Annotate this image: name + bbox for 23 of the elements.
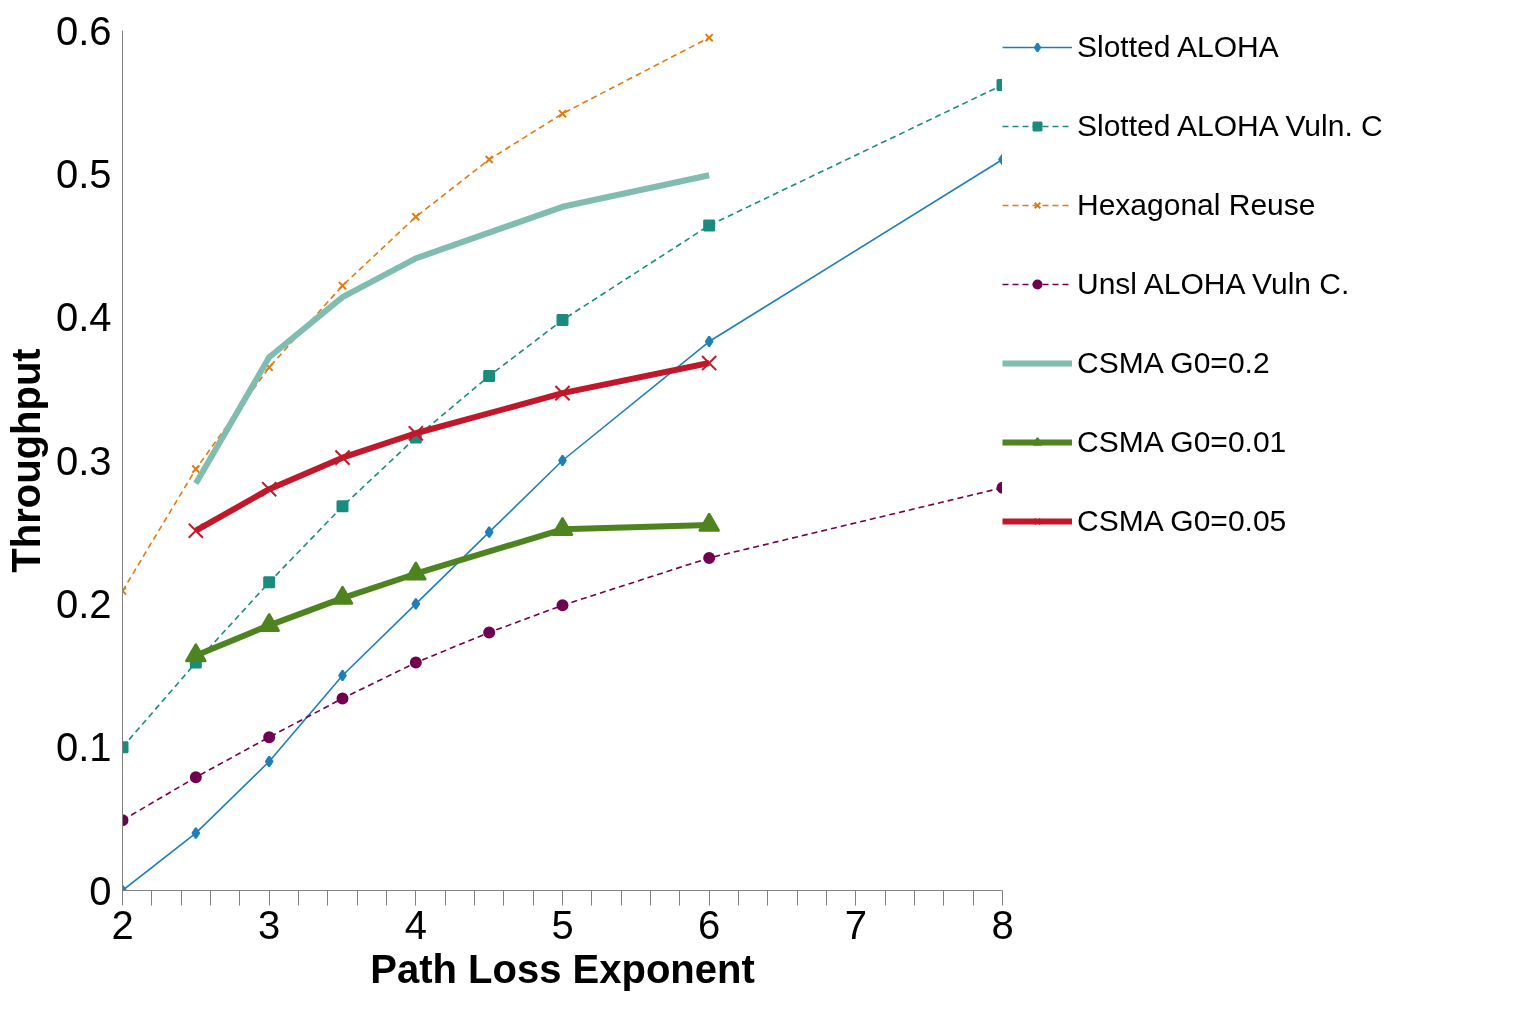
x-tick-label: 7	[844, 902, 867, 947]
x-tick-label: 6	[698, 902, 721, 947]
y-tick-label: 0.1	[55, 725, 112, 770]
x-tick-label: 4	[404, 902, 427, 947]
legend-label: CSMA G0=0.2	[1077, 346, 1270, 380]
y-tick-label: 0.6	[55, 8, 112, 53]
x-tick-label: 2	[111, 902, 134, 947]
y-tick-label: 0.5	[55, 151, 112, 196]
legend-label: Slotted ALOHA	[1077, 30, 1279, 64]
legend-label: CSMA G0=0.01	[1077, 425, 1287, 459]
x-axis-title: Path Loss Exponent	[370, 946, 755, 991]
y-tick-label: 0.3	[55, 438, 112, 483]
legend-label: CSMA G0=0.05	[1077, 504, 1287, 538]
y-tick-label: 0.2	[55, 581, 112, 626]
y-tick-label: 0	[89, 868, 112, 913]
y-axis-title: Throughput	[3, 348, 48, 573]
x-tick-label: 8	[991, 902, 1014, 947]
x-tick-label: 5	[551, 902, 574, 947]
y-tick-label: 0.4	[55, 295, 112, 340]
legend-label: Unsl ALOHA Vuln C.	[1077, 267, 1350, 301]
legend-label: Slotted ALOHA Vuln. C	[1077, 109, 1383, 143]
x-tick-label: 3	[258, 902, 281, 947]
legend-label: Hexagonal Reuse	[1077, 188, 1316, 222]
